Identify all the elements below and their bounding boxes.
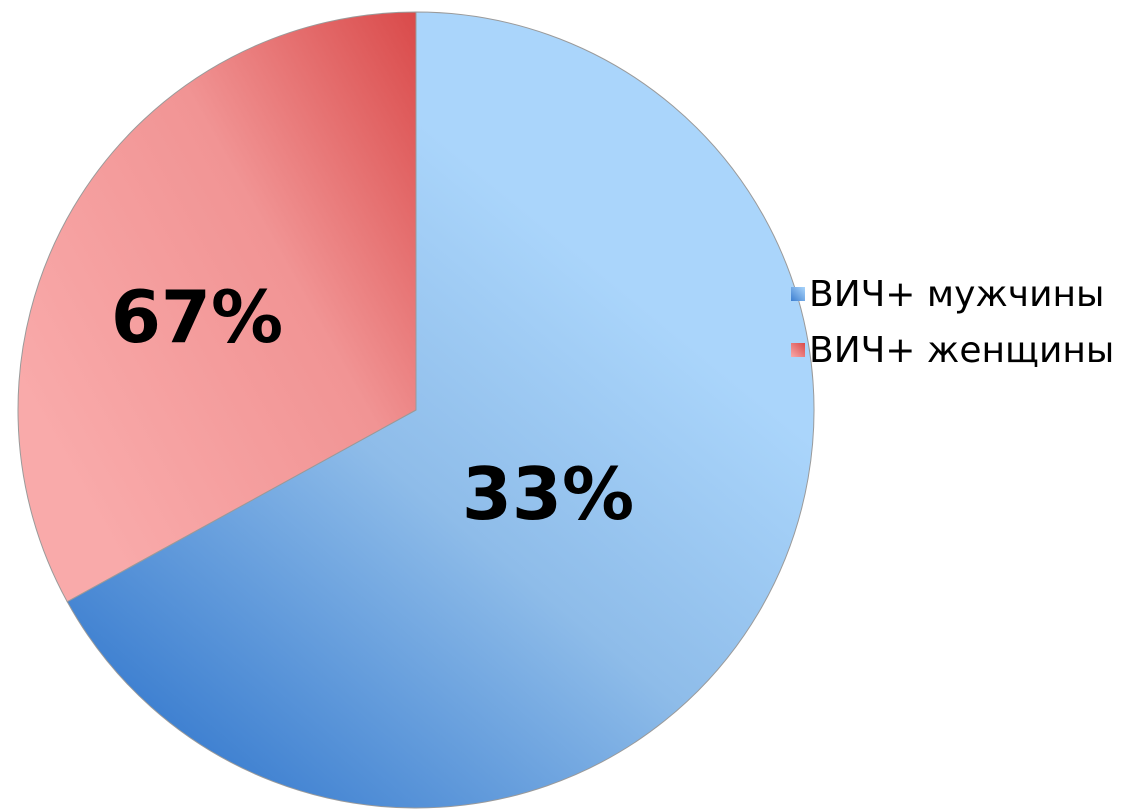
legend-swatch-women bbox=[791, 343, 805, 357]
pie-slice-women bbox=[17, 11, 417, 603]
legend-swatch-men bbox=[791, 287, 805, 301]
legend: ВИЧ+ мужчины ВИЧ+ женщины bbox=[791, 274, 1114, 371]
slice-label-women: 67% bbox=[111, 275, 283, 359]
slice-label-men: 33% bbox=[462, 452, 634, 536]
pie-slice-men bbox=[66, 11, 815, 809]
legend-label-women: ВИЧ+ женщины bbox=[809, 330, 1114, 371]
pie-slices bbox=[17, 11, 815, 809]
legend-label-men: ВИЧ+ мужчины bbox=[809, 274, 1104, 315]
